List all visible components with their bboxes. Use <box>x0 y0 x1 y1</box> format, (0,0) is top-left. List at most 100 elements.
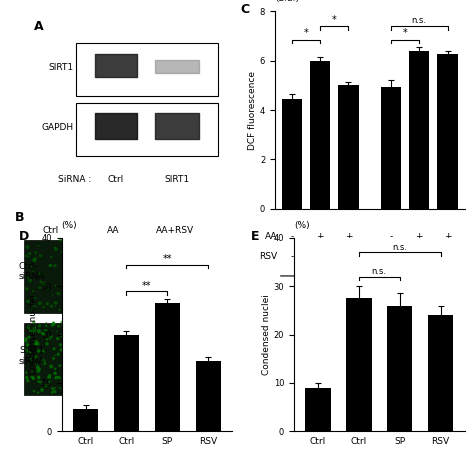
Point <box>180 390 187 397</box>
Point <box>150 285 158 292</box>
Point <box>186 283 194 291</box>
Point <box>170 241 178 248</box>
Point <box>157 321 165 328</box>
Point <box>148 242 156 250</box>
Point <box>46 334 54 341</box>
Text: (%): (%) <box>62 221 77 230</box>
Point <box>63 352 71 360</box>
Point <box>154 355 162 362</box>
Point <box>66 383 74 390</box>
Point <box>164 297 172 304</box>
Point <box>156 274 164 282</box>
Point <box>173 358 181 365</box>
Point <box>60 321 68 328</box>
Bar <box>428 315 454 431</box>
Point <box>50 319 57 326</box>
Point <box>169 251 176 258</box>
Point <box>111 307 119 314</box>
Point <box>150 321 157 328</box>
Point <box>196 343 204 350</box>
Point <box>165 330 173 337</box>
Point <box>194 390 202 397</box>
Point <box>129 288 137 295</box>
Point <box>28 373 36 380</box>
Point <box>95 358 102 365</box>
Point <box>154 287 162 294</box>
Text: SIRT1-siRNA: SIRT1-siRNA <box>394 288 445 297</box>
Text: **: ** <box>142 281 152 291</box>
Point <box>124 352 132 359</box>
Bar <box>24 323 76 395</box>
Point <box>51 321 58 328</box>
Point <box>156 357 164 365</box>
Point <box>50 355 57 362</box>
Point <box>23 374 30 381</box>
Text: -: - <box>389 252 392 261</box>
Point <box>104 376 111 383</box>
Point <box>120 278 128 286</box>
Point <box>196 343 204 350</box>
Point <box>28 263 36 270</box>
Point <box>173 326 180 333</box>
Point <box>36 284 44 291</box>
Point <box>172 335 179 343</box>
Point <box>191 240 199 247</box>
Point <box>63 328 70 335</box>
Point <box>177 388 184 395</box>
Point <box>111 355 119 362</box>
Text: *: * <box>304 28 309 39</box>
Point <box>159 263 167 270</box>
Point <box>30 387 38 395</box>
Point <box>38 269 46 276</box>
Point <box>190 282 198 289</box>
Point <box>171 272 178 279</box>
Point <box>114 359 121 366</box>
Point <box>34 340 41 348</box>
Point <box>179 365 186 372</box>
Point <box>56 384 64 392</box>
Point <box>22 337 29 344</box>
Point <box>124 246 131 253</box>
Point <box>93 362 100 370</box>
Point <box>191 278 198 286</box>
Point <box>95 299 103 307</box>
Point <box>117 322 125 330</box>
Point <box>69 338 76 345</box>
Point <box>91 346 99 353</box>
Point <box>191 372 199 379</box>
Point <box>101 378 109 385</box>
Point <box>117 264 125 271</box>
Text: Ctrl-siRNA: Ctrl-siRNA <box>299 288 342 297</box>
Point <box>163 286 170 293</box>
Bar <box>155 303 180 431</box>
Point <box>173 247 181 254</box>
Point <box>125 343 133 350</box>
Point <box>51 365 59 373</box>
Point <box>169 344 176 351</box>
Point <box>52 246 60 253</box>
Text: +: + <box>345 233 352 242</box>
Point <box>133 262 140 269</box>
Point <box>49 319 57 326</box>
Point <box>102 267 109 274</box>
Point <box>31 326 38 334</box>
Point <box>154 364 161 371</box>
Point <box>92 290 100 297</box>
Point <box>123 379 131 386</box>
Point <box>101 258 109 265</box>
Point <box>110 357 118 364</box>
Point <box>58 332 66 339</box>
Point <box>35 365 43 372</box>
Point <box>95 328 103 335</box>
Point <box>40 304 47 311</box>
Point <box>170 336 177 343</box>
Point <box>23 374 31 382</box>
Point <box>117 323 124 330</box>
Point <box>159 273 167 280</box>
Point <box>186 348 193 356</box>
Point <box>62 343 69 350</box>
Point <box>149 255 156 262</box>
Point <box>194 264 201 271</box>
Point <box>110 245 118 252</box>
Point <box>123 287 130 294</box>
